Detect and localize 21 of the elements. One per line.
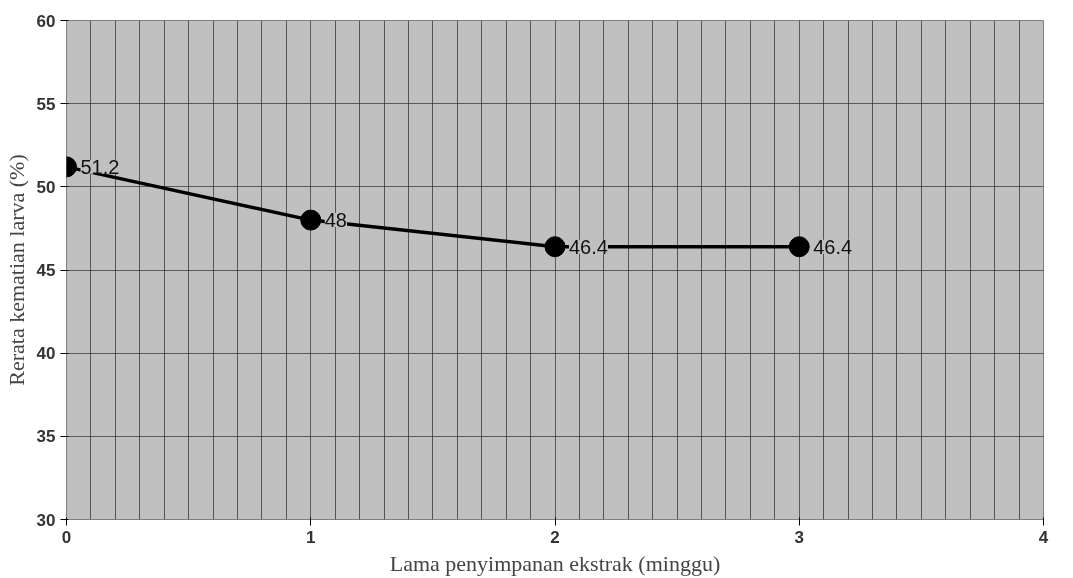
x-tick-label: 0 bbox=[61, 527, 72, 547]
data-label: 46.4 bbox=[569, 235, 608, 258]
y-tick-label: 35 bbox=[36, 427, 56, 447]
point bbox=[544, 236, 566, 258]
y-tick-label: 30 bbox=[36, 510, 56, 530]
x-axis-title: Lama penyimpanan ekstrak (minggu) bbox=[389, 550, 721, 576]
x-tick-label: 1 bbox=[306, 527, 316, 547]
x-tick-label: 3 bbox=[794, 527, 804, 547]
y-tick-label: 45 bbox=[36, 261, 56, 280]
data-label: 51.2 bbox=[80, 155, 120, 178]
y-tick-label: 55 bbox=[36, 94, 56, 114]
data-label: 48 bbox=[324, 209, 347, 232]
point bbox=[788, 236, 810, 258]
y-axis-title: Rerata kematian larva (%) bbox=[3, 154, 29, 386]
point bbox=[300, 209, 322, 231]
x-tick-label: 2 bbox=[550, 527, 560, 547]
x-tick-label: 4 bbox=[1038, 527, 1049, 547]
y-tick-label: 40 bbox=[36, 344, 56, 364]
data-label: 46.4 bbox=[813, 235, 853, 258]
y-tick-label: 60 bbox=[36, 11, 56, 31]
y-tick-label: 50 bbox=[36, 177, 56, 197]
